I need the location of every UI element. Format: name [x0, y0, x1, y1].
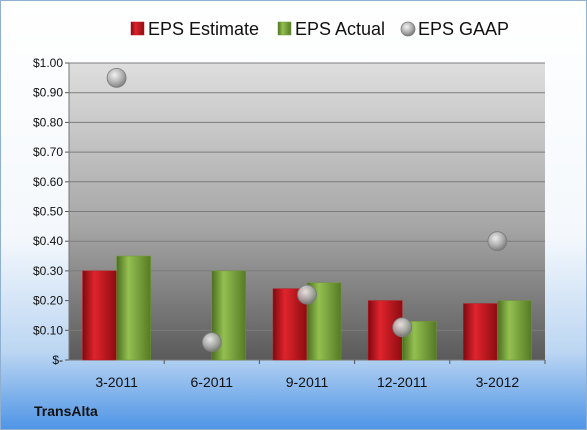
marker-eps-gaap — [487, 231, 508, 252]
y-tick-label: $- — [52, 353, 63, 367]
company-name: TransAlta — [34, 403, 98, 419]
y-tick-label: $0.80 — [33, 115, 63, 129]
y-tick-label: $0.60 — [33, 175, 63, 189]
legend-label: EPS Actual — [295, 19, 385, 39]
y-tick-label: $0.40 — [33, 234, 63, 248]
x-category-label: 9-2011 — [286, 374, 329, 390]
x-category-label: 12-2011 — [377, 374, 428, 390]
y-tick-label: $0.10 — [33, 323, 63, 337]
legend-swatch — [277, 21, 292, 36]
y-tick-label: $0.30 — [33, 264, 63, 278]
x-category-label: 6-2011 — [191, 374, 234, 390]
x-category-label: 3-2012 — [476, 374, 520, 390]
bar-eps-actual — [497, 300, 532, 361]
y-tick-label: $0.90 — [33, 86, 63, 100]
marker-eps-gaap — [201, 332, 222, 353]
bar-eps-estimate — [463, 303, 498, 361]
x-category-label: 3-2011 — [95, 374, 138, 390]
legend-label: EPS GAAP — [418, 19, 509, 39]
marker-eps-gaap — [392, 317, 413, 338]
x-axis-categories: 3-2011 6-2011 9-2011 12-2011 3-2012 — [95, 360, 546, 390]
legend-swatch — [130, 21, 145, 36]
gaap-markers — [106, 67, 508, 353]
y-tick-label: $0.50 — [33, 205, 63, 219]
y-tick-label: $0.70 — [33, 145, 63, 159]
bar-eps-estimate — [82, 270, 117, 361]
marker-eps-gaap — [297, 284, 317, 305]
bar-eps-actual — [116, 255, 151, 361]
y-tick-label: $1.00 — [33, 56, 63, 70]
legend-swatch — [400, 21, 416, 37]
y-axis-ticks: $- $0.10 $0.20 $0.30 $0.40 $0.50 $0.60 $0.70 $0.… — [33, 56, 545, 367]
marker-eps-gaap — [106, 67, 127, 88]
y-tick-label: $0.20 — [33, 294, 63, 308]
legend-label: EPS Estimate — [148, 19, 259, 39]
legend: EPS Estimate EPS Actual EPS GAAP — [130, 19, 509, 39]
